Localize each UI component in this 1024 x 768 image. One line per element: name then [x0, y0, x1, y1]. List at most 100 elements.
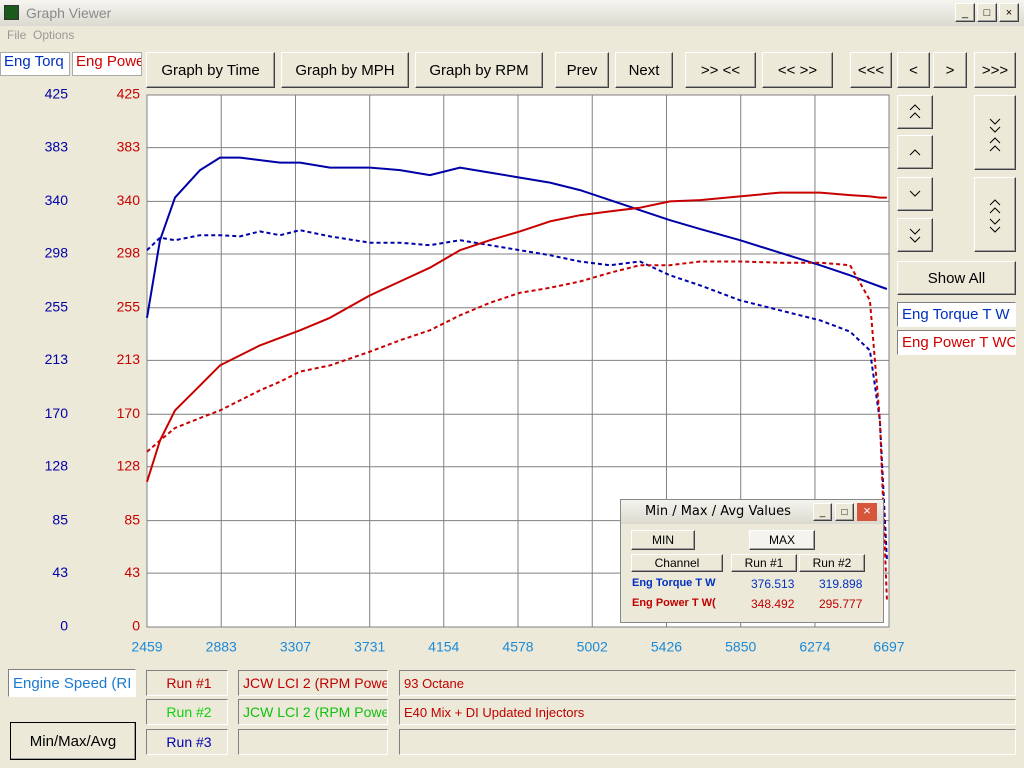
x-tick-label: 4578 [502, 639, 533, 655]
scroll-up-button[interactable] [897, 135, 933, 169]
x-channel[interactable]: Engine Speed (RI [8, 669, 136, 697]
y-tick-label: 340 [45, 192, 69, 208]
scroll-bottom-button[interactable] [897, 218, 933, 252]
stats-cell: 376.513 [751, 577, 795, 591]
app-icon [4, 5, 19, 20]
run-label: Run #3 [146, 729, 228, 755]
min-max-avg-button[interactable]: Min/Max/Avg [10, 722, 136, 760]
show-all-button[interactable]: Show All [897, 261, 1016, 295]
toolbar-button[interactable]: > [933, 52, 967, 88]
max-button[interactable]: MAX [749, 530, 815, 550]
y2-tick-label: 128 [117, 457, 141, 473]
toolbar-button[interactable]: Graph by Time [146, 52, 275, 88]
stats-cell: Eng Torque T W [632, 577, 716, 589]
scroll-top-button[interactable] [897, 95, 933, 129]
y2-tick-label: 255 [117, 299, 141, 315]
toolbar-button[interactable]: << >> [762, 52, 833, 88]
icon [909, 149, 921, 156]
y2-tick-label: 383 [117, 138, 141, 154]
x-tick-label: 3731 [354, 639, 385, 655]
y-tick-label: 213 [45, 351, 69, 367]
column-header[interactable]: Run #1 [731, 554, 797, 572]
stats-cell: 295.777 [819, 597, 863, 611]
y-tick-label: 170 [45, 405, 69, 421]
menu-item[interactable]: Options [33, 28, 75, 42]
stats-title: Min / Max / Avg Values [645, 504, 791, 519]
run-note: 93 Octane [399, 670, 1016, 696]
side-channel[interactable]: Eng Torque T W [897, 302, 1016, 327]
x-tick-label: 5002 [577, 639, 608, 655]
series-line [146, 229, 888, 560]
channel-tab[interactable]: Eng Powe [72, 52, 142, 76]
run-file: JCW LCI 2 (RPM Powe [238, 699, 388, 725]
zoom-in-button[interactable] [974, 177, 1016, 252]
x-tick-label: 6274 [799, 639, 830, 655]
window-title: Graph Viewer [26, 5, 112, 21]
x-tick-label: 5850 [725, 639, 756, 655]
toolbar-button[interactable]: <<< [850, 52, 892, 88]
toolbar-button[interactable]: Graph by RPM [415, 52, 543, 88]
y-tick-label: 128 [45, 457, 69, 473]
y2-tick-label: 43 [124, 564, 140, 580]
maximize-button[interactable]: □ [977, 3, 997, 22]
y2-tick-label: 340 [117, 192, 141, 208]
x-tick-label: 2459 [131, 639, 162, 655]
run-label: Run #1 [146, 670, 228, 696]
series-line [146, 191, 887, 483]
scroll-down-button[interactable] [897, 177, 933, 211]
icon [909, 104, 921, 119]
y-tick-label: 425 [45, 86, 69, 102]
series-line [146, 156, 888, 318]
min-button[interactable]: MIN [631, 530, 695, 550]
y-tick-label: 255 [45, 299, 69, 315]
zoom-out-button[interactable] [974, 95, 1016, 170]
toolbar-button[interactable]: < [897, 52, 930, 88]
maximize-button[interactable]: □ [835, 503, 854, 521]
toolbar-button[interactable]: >> << [685, 52, 756, 88]
close-button[interactable]: × [999, 3, 1019, 22]
run-file [238, 729, 388, 755]
run-label: Run #2 [146, 699, 228, 725]
x-tick-label: 3307 [280, 639, 311, 655]
column-header[interactable]: Channel [631, 554, 723, 572]
icon [909, 190, 921, 197]
run-file: JCW LCI 2 (RPM Powe [238, 670, 388, 696]
toolbar-button[interactable]: Prev [555, 52, 609, 88]
x-tick-label: 4154 [428, 639, 459, 655]
y-tick-label: 0 [60, 618, 68, 634]
y2-tick-label: 170 [117, 405, 141, 421]
minimize-button[interactable]: _ [955, 3, 975, 22]
icon [909, 228, 921, 243]
close-button[interactable]: × [857, 503, 877, 521]
y-tick-label: 298 [45, 245, 69, 261]
side-channel[interactable]: Eng Power T WC [897, 330, 1016, 355]
menu-item[interactable]: File [7, 28, 27, 42]
channel-tab[interactable]: Eng Torq [0, 52, 70, 76]
icon [989, 118, 1001, 151]
run-note: E40 Mix + DI Updated Injectors [399, 699, 1016, 725]
x-tick-label: 2883 [206, 639, 237, 655]
x-tick-label: 5426 [651, 639, 682, 655]
run-note [399, 729, 1016, 755]
y-tick-label: 43 [52, 564, 68, 580]
toolbar-button[interactable]: Graph by MPH [281, 52, 409, 88]
stats-window: Min / Max / Avg Values _ □ × MIN MAX Cha… [620, 499, 884, 623]
stats-cell: 319.898 [819, 577, 863, 591]
column-header[interactable]: Run #2 [799, 554, 865, 572]
y2-tick-label: 85 [124, 511, 140, 527]
stats-title-bar: Min / Max / Avg Values _ □ × [621, 500, 883, 524]
stats-cell: 348.492 [751, 597, 795, 611]
minimize-button[interactable]: _ [813, 503, 832, 521]
stats-cell: Eng Power T W( [632, 597, 716, 609]
icon [989, 198, 1001, 233]
y2-tick-label: 0 [132, 618, 140, 634]
toolbar-button[interactable]: Next [615, 52, 673, 88]
toolbar-button[interactable]: >>> [974, 52, 1016, 88]
series-line [146, 260, 888, 600]
y2-tick-label: 298 [117, 245, 141, 261]
y-tick-label: 383 [45, 138, 69, 154]
x-tick-label: 6697 [873, 639, 904, 655]
y2-tick-label: 213 [117, 351, 141, 367]
